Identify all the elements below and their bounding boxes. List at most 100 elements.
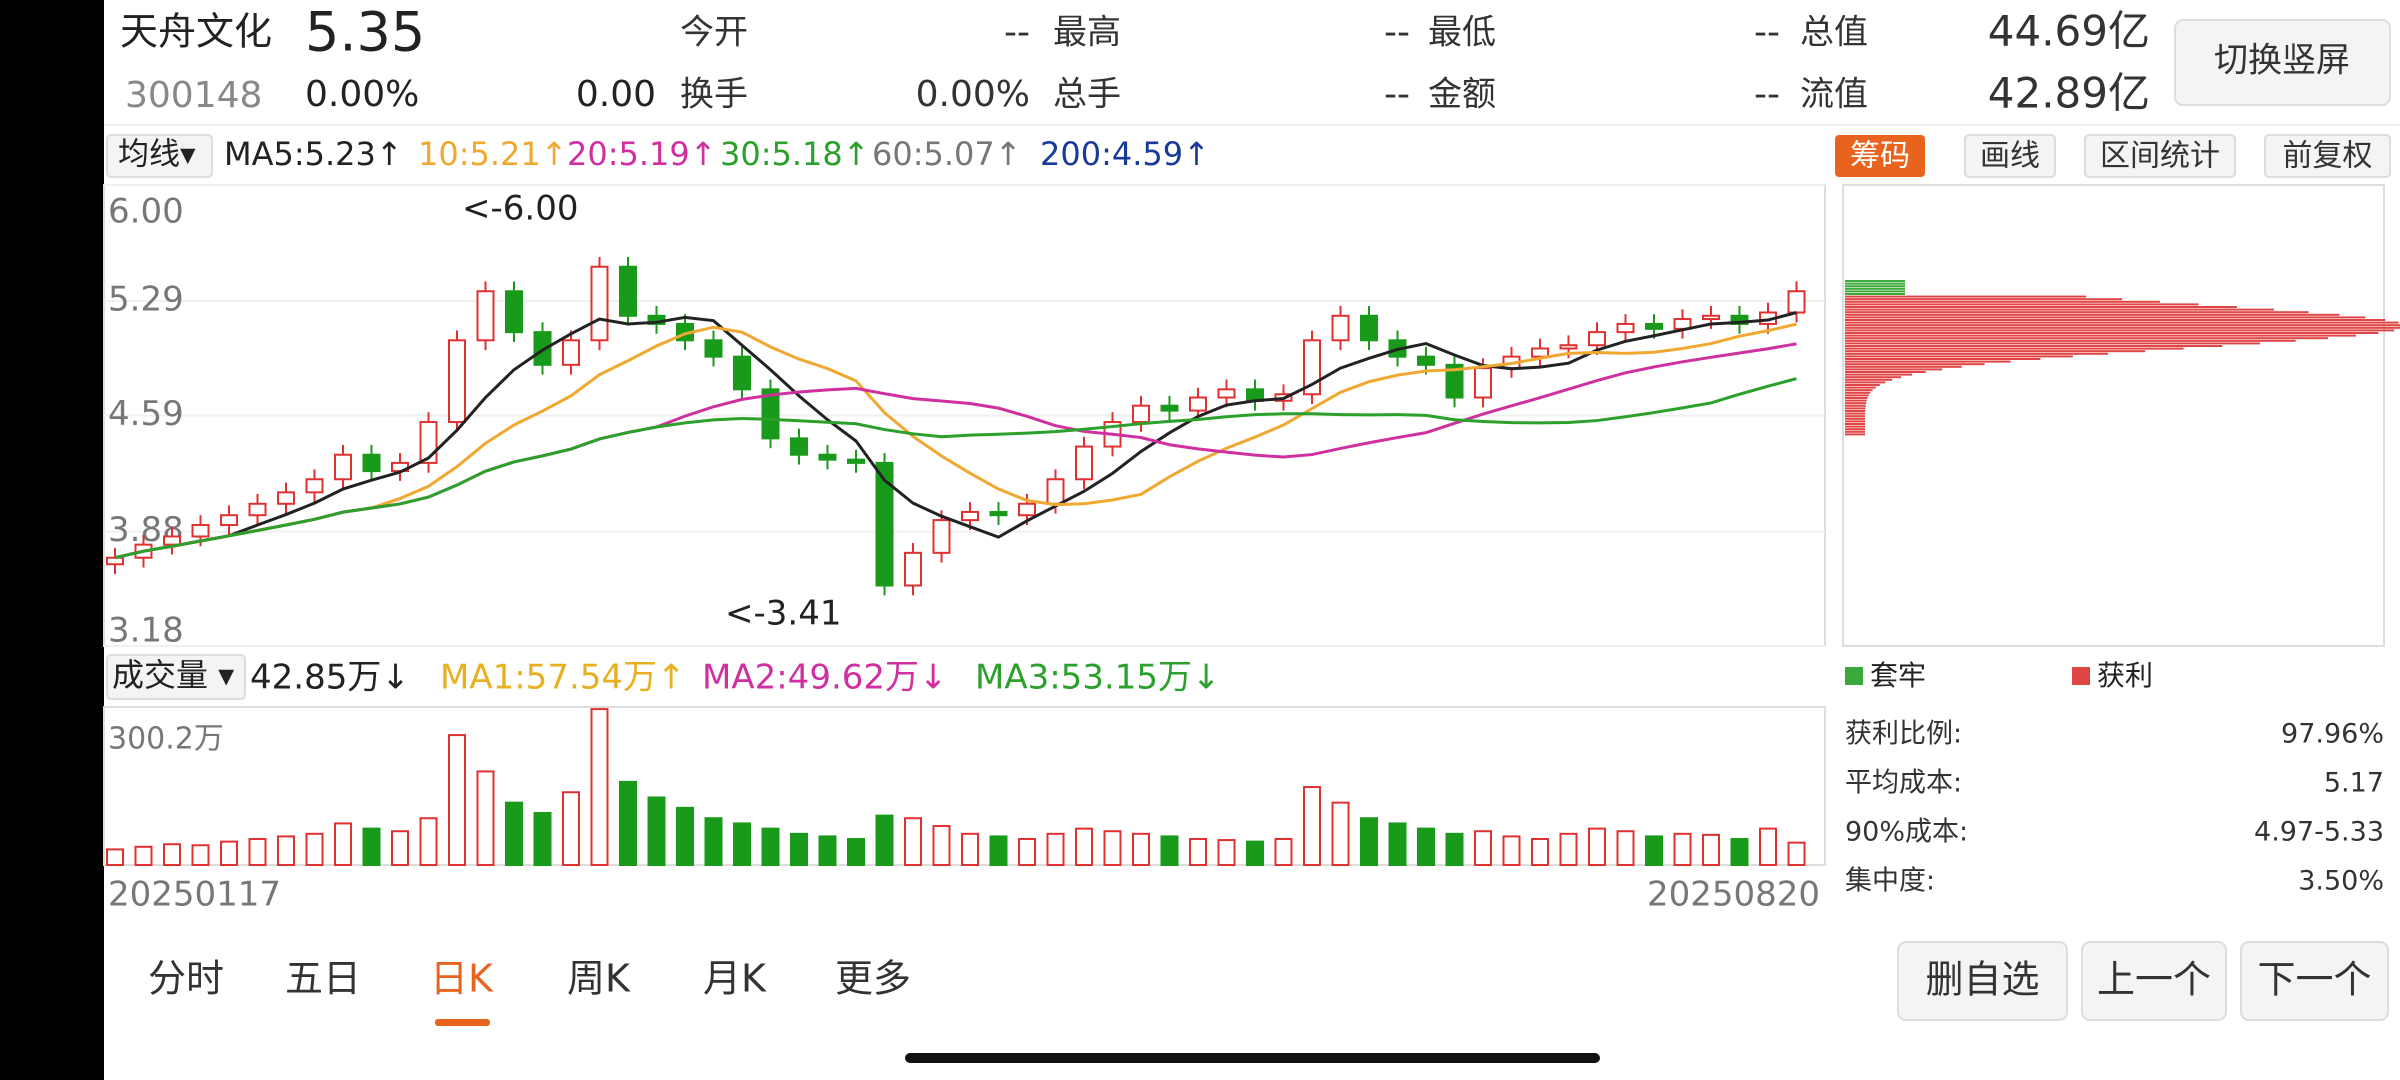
chip-bar xyxy=(1845,298,2123,301)
vol-selector[interactable] xyxy=(106,654,246,700)
chip-bar xyxy=(1845,295,2087,298)
tool-button[interactable] xyxy=(1964,134,2056,178)
ma-item: 10:5.21↑ xyxy=(418,135,568,173)
chip-bar xyxy=(1845,293,1905,295)
chip-bar xyxy=(1845,345,2223,347)
stock-name: 天舟文化 xyxy=(120,10,272,54)
button[interactable] xyxy=(2081,941,2227,1021)
stat-label: 集中度: xyxy=(1845,866,1935,897)
volume-bar xyxy=(1417,827,1435,867)
chip-bar xyxy=(1845,402,1867,405)
candle-body xyxy=(1217,388,1236,399)
switch-label[interactable]: 切换竖屏 xyxy=(2214,41,2350,81)
chip-bar xyxy=(1845,417,1866,420)
home-bar xyxy=(905,1053,1600,1063)
candle-body xyxy=(932,519,951,554)
vol-selector-label[interactable]: 成交量 ▾ xyxy=(112,656,234,694)
legend-swatch xyxy=(1845,667,1863,685)
chip-bar xyxy=(1845,300,2160,303)
tool-button[interactable] xyxy=(2084,134,2236,178)
chip-bar xyxy=(1845,321,2399,324)
stat-label: 平均成本: xyxy=(1845,768,1962,799)
chip-bar xyxy=(1845,399,1867,402)
stat-label: 获利比例: xyxy=(1845,719,1962,750)
candle-body xyxy=(1559,344,1578,350)
candle-body xyxy=(1189,396,1207,412)
button[interactable] xyxy=(1897,941,2068,1021)
volume-bar xyxy=(1531,838,1549,867)
volume-item: MA3:53.15万↓ xyxy=(975,658,1221,698)
tool-button[interactable] xyxy=(1835,135,1925,177)
chip-bar xyxy=(1845,376,1901,379)
switch-button[interactable] xyxy=(2174,19,2391,106)
chip-bar xyxy=(1845,324,2400,327)
volume-bar xyxy=(1160,835,1179,867)
tab[interactable]: 更多 xyxy=(835,957,911,1001)
chip-bar xyxy=(1845,350,2146,353)
y-tick-label: 4.59 xyxy=(108,394,184,434)
field-value: 44.69亿 xyxy=(1988,7,2150,56)
chip-bar xyxy=(1845,394,1869,397)
volume-bar xyxy=(1787,841,1806,867)
chip-bar xyxy=(1845,337,2329,340)
volume-bar xyxy=(1075,827,1093,867)
button-label[interactable]: 删自选 xyxy=(1925,958,2039,1002)
field-label: 金额 xyxy=(1428,75,1496,115)
button-label[interactable]: 上一个 xyxy=(2097,958,2211,1002)
ma-item: 30:5.18↑ xyxy=(720,135,870,173)
tab[interactable]: 日K xyxy=(430,957,494,1001)
volume-bar xyxy=(248,838,267,867)
volume-bar xyxy=(533,812,552,867)
volume-bar xyxy=(1103,830,1122,867)
volume-bar xyxy=(1274,838,1293,867)
ma-selector-label[interactable]: 均线▾ xyxy=(118,137,196,173)
candle-body xyxy=(1445,363,1464,399)
button[interactable] xyxy=(2240,941,2389,1021)
volume-bar xyxy=(1759,827,1777,867)
chip-bar xyxy=(1845,313,2340,316)
chip-bar xyxy=(1845,355,2073,358)
volume-bar xyxy=(1189,838,1207,867)
chip-bar xyxy=(1845,290,1905,293)
chip-bar xyxy=(1845,373,1913,376)
volume-bar xyxy=(562,791,580,866)
volume-bar xyxy=(419,817,438,867)
volume-bar xyxy=(1673,832,1692,867)
chip-bar xyxy=(1845,410,1866,412)
candle-body xyxy=(847,458,865,464)
chip-bar xyxy=(1845,303,2199,306)
field-value: 42.89亿 xyxy=(1988,69,2150,118)
legend-label: 套牢 xyxy=(1870,659,1926,692)
tab[interactable]: 五日 xyxy=(285,957,361,1001)
tab[interactable]: 周K xyxy=(567,957,631,1001)
volume-item: MA1:57.54万↑ xyxy=(440,658,686,698)
volume-bar xyxy=(220,840,238,867)
candle-body xyxy=(1531,347,1549,358)
tool-button[interactable] xyxy=(2264,134,2391,178)
volume-bar xyxy=(733,822,751,867)
volume-bar xyxy=(362,827,381,867)
chip-bar xyxy=(1845,371,1926,373)
candle-body xyxy=(1787,290,1806,314)
stat-value: 4.97-5.33 xyxy=(2254,817,2384,848)
tab[interactable]: 月K xyxy=(703,957,767,1001)
button-label[interactable]: 下一个 xyxy=(2257,958,2371,1002)
tab[interactable]: 分时 xyxy=(148,957,224,1001)
tool-label[interactable]: 区间统计 xyxy=(2100,139,2220,174)
chip-bar xyxy=(1845,433,1866,436)
candle-body xyxy=(277,491,295,505)
tool-label[interactable]: 画线 xyxy=(1980,139,2040,174)
tool-label[interactable]: 筹码 xyxy=(1850,139,1910,174)
chip-frame xyxy=(1842,184,2385,647)
ma-selector[interactable] xyxy=(106,134,213,178)
field-label: 总值 xyxy=(1800,13,1868,53)
candle-body xyxy=(790,437,808,456)
field-value: -- xyxy=(1754,12,1780,53)
candle-body xyxy=(106,556,124,566)
volume-bar xyxy=(818,835,837,867)
volume-bar xyxy=(1559,832,1578,867)
chip-bar xyxy=(1845,334,2356,337)
chip-bar xyxy=(1845,339,2296,342)
tool-label[interactable]: 前复权 xyxy=(2283,139,2373,174)
chip-bar xyxy=(1845,360,2011,363)
